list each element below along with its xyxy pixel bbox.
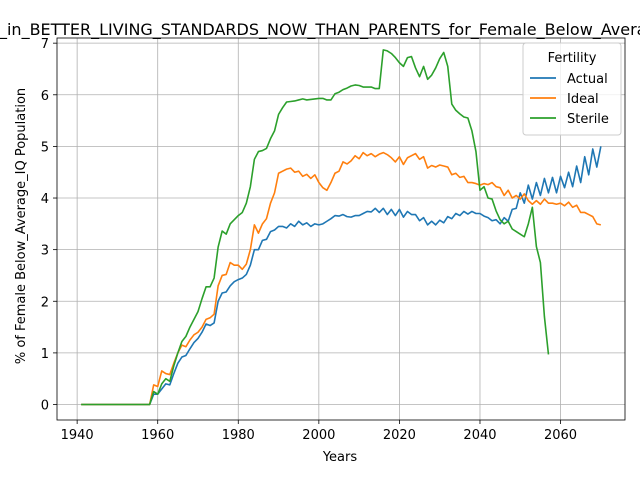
series-line-ideal: [81, 151, 602, 406]
y-tick-label: 4: [41, 192, 49, 207]
x-tick-label: 1940: [61, 428, 94, 443]
series-line-sterile: [81, 49, 550, 406]
x-tick-label: 2040: [463, 428, 496, 443]
x-tick-label: 2060: [544, 428, 577, 443]
y-tick-label: 2: [41, 295, 49, 310]
x-tick-label: 1980: [222, 428, 255, 443]
x-tick-label: 1960: [141, 428, 174, 443]
x-axis-label: Years: [322, 450, 358, 465]
x-axis-ticks: 1940 1960 1980 2000 2020 2040 2060: [61, 420, 577, 443]
legend-label-sterile: Sterile: [567, 112, 609, 127]
legend-title: Fertility: [548, 51, 597, 66]
grid-lines: [57, 38, 625, 420]
chart-title: Q_1_in_BETTER_LIVING_STANDARDS_NOW_THAN_…: [0, 20, 640, 40]
legend: Fertility Actual Ideal Sterile: [522, 42, 622, 136]
x-tick-label: 2000: [302, 428, 335, 443]
series-lines: [81, 49, 602, 406]
legend-box: [522, 42, 622, 136]
y-tick-label: 3: [41, 244, 49, 259]
x-tick-label: 2020: [383, 428, 416, 443]
plot-frame: [56, 37, 626, 421]
y-tick-label: 0: [41, 399, 49, 414]
legend-label-ideal: Ideal: [567, 92, 599, 107]
y-tick-label: 7: [41, 37, 49, 52]
y-tick-label: 5: [41, 140, 49, 155]
y-axis-label: % of Female Below_Average_IQ Population: [14, 88, 29, 364]
legend-label-actual: Actual: [567, 72, 608, 87]
y-axis-ticks: 0 1 2 3 4 5 6 7: [41, 37, 57, 414]
y-tick-label: 6: [41, 89, 49, 104]
y-tick-label: 1: [41, 347, 49, 362]
series-line-actual: [81, 146, 602, 406]
